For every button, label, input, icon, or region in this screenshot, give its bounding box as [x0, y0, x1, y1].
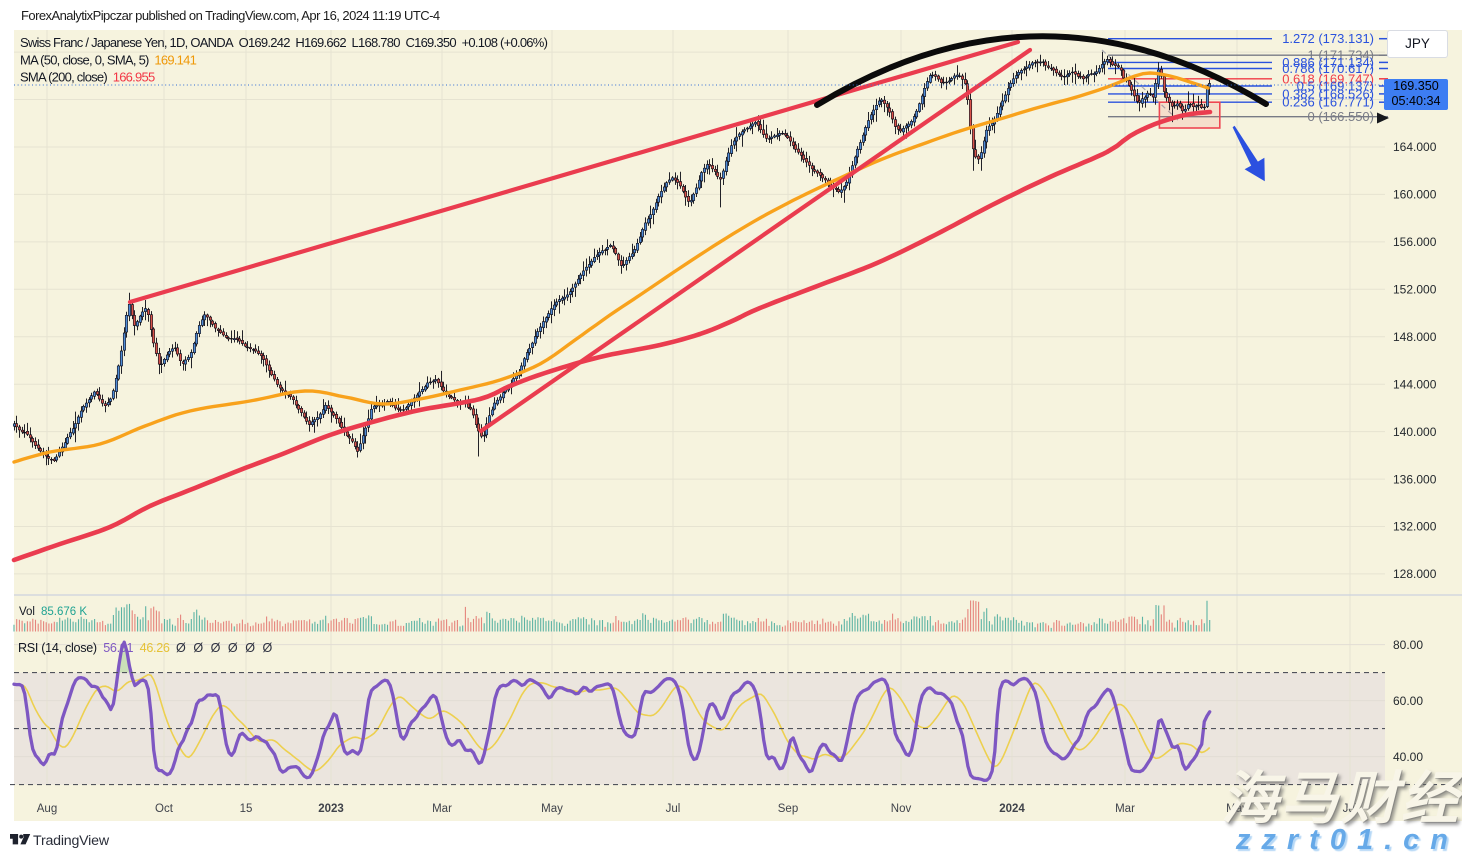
svg-text:0.236 (167.771): 0.236 (167.771): [1282, 95, 1374, 110]
svg-text:0.382 (168.526): 0.382 (168.526): [1282, 86, 1374, 101]
svg-text:0 (166.550): 0 (166.550): [1308, 109, 1375, 124]
svg-text:Mar: Mar: [1115, 803, 1135, 815]
svg-text:148.000: 148.000: [1393, 330, 1437, 344]
svg-text:80.00: 80.00: [1393, 638, 1423, 652]
svg-text:1 (171.734): 1 (171.734): [1308, 48, 1375, 63]
svg-text:RSI (14, close) 56.01 46.26: RSI (14, close) 56.01 46.26 Ø Ø Ø Ø Ø Ø: [18, 641, 274, 655]
svg-text:164.000: 164.000: [1393, 140, 1437, 154]
svg-text:85.676 K: 85.676 K: [41, 606, 87, 618]
svg-text:15: 15: [240, 803, 253, 815]
svg-text:Vol: Vol: [19, 606, 35, 618]
svg-text:May: May: [1226, 803, 1248, 815]
svg-text:132.000: 132.000: [1393, 520, 1437, 534]
svg-text:Mar: Mar: [432, 803, 452, 815]
svg-text:Oct: Oct: [155, 803, 174, 815]
svg-text:136.000: 136.000: [1393, 472, 1437, 486]
svg-text:60.00: 60.00: [1393, 694, 1423, 708]
svg-text:0.5 (169.137): 0.5 (169.137): [1297, 79, 1374, 94]
svg-text:128.000: 128.000: [1393, 567, 1437, 581]
svg-text:Jul: Jul: [1343, 803, 1358, 815]
svg-text:Nov: Nov: [891, 803, 912, 815]
svg-text:40.00: 40.00: [1393, 750, 1423, 764]
svg-text:May: May: [541, 803, 563, 815]
svg-text:160.000: 160.000: [1393, 188, 1437, 202]
svg-text:2024: 2024: [999, 803, 1025, 815]
svg-text:Jul: Jul: [666, 803, 681, 815]
svg-text:Sep: Sep: [778, 803, 798, 815]
svg-text:0.886 (171.134): 0.886 (171.134): [1282, 55, 1374, 70]
svg-text:1.272 (173.131): 1.272 (173.131): [1282, 31, 1374, 46]
svg-text:156.000: 156.000: [1393, 235, 1437, 249]
svg-text:Swiss Franc / Japanese Yen, 1D: Swiss Franc / Japanese Yen, 1D, OANDA O1…: [20, 35, 548, 50]
svg-text:SMA (200, close) 166.955: SMA (200, close) 166.955: [20, 70, 155, 85]
svg-text:MA (50, close, 0, SMA, 5) 169: MA (50, close, 0, SMA, 5) 169.141: [20, 53, 197, 68]
svg-text:140.000: 140.000: [1393, 425, 1437, 439]
svg-text:2023: 2023: [318, 803, 344, 815]
svg-text:144.000: 144.000: [1393, 377, 1437, 391]
svg-text:0.618 (169.747): 0.618 (169.747): [1282, 71, 1374, 86]
svg-text:Aug: Aug: [37, 803, 57, 815]
svg-text:152.000: 152.000: [1393, 283, 1437, 297]
svg-text:0.786 (170.617): 0.786 (170.617): [1282, 61, 1374, 76]
